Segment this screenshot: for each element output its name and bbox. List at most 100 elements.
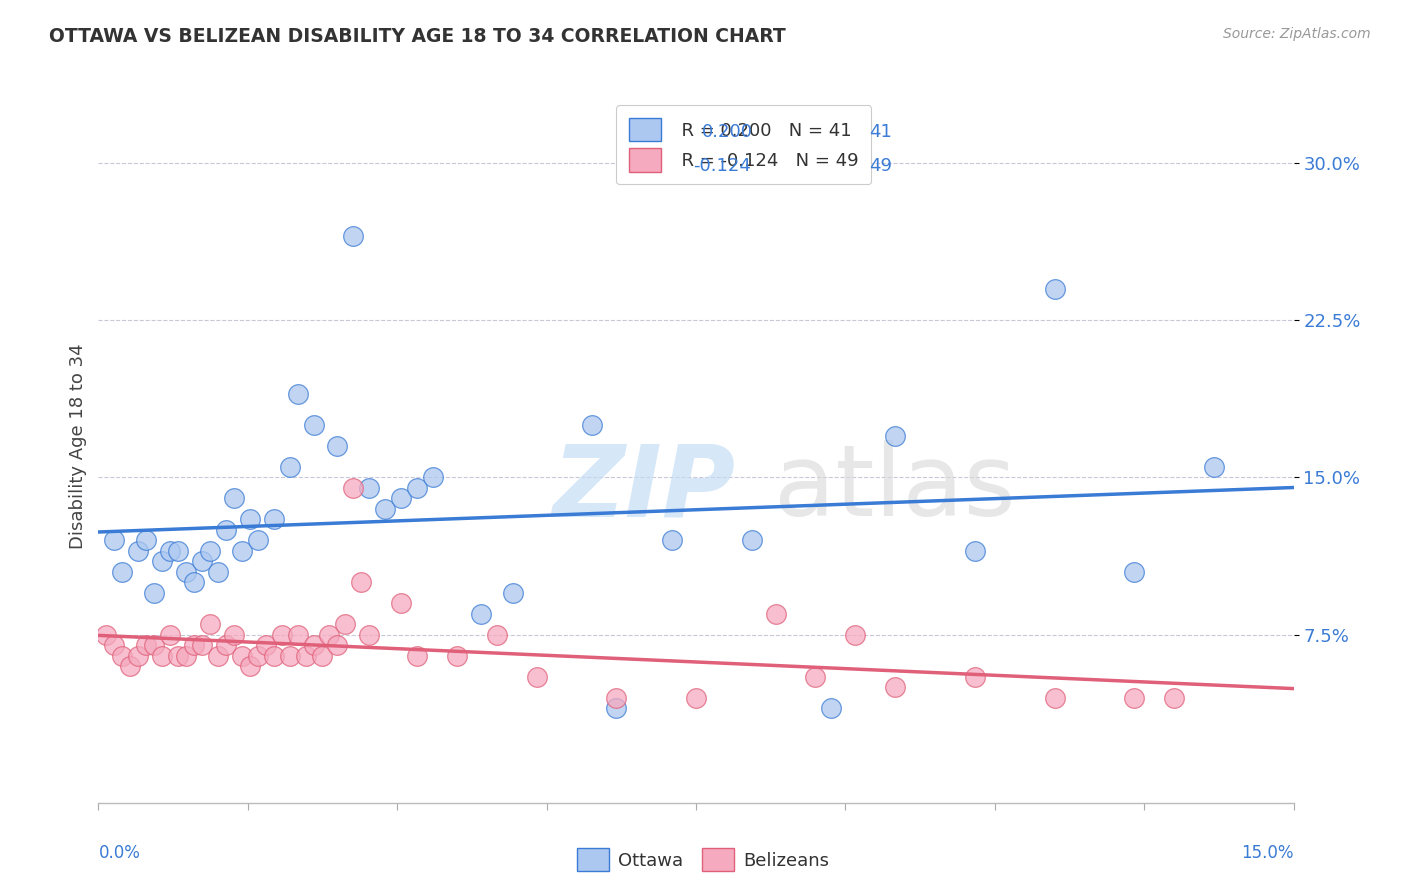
Point: [143, 586, 166, 600]
Point: [406, 481, 429, 495]
Point: [167, 544, 190, 558]
Point: [359, 481, 381, 495]
Text: atlas: atlas: [773, 441, 1015, 537]
Point: [1043, 282, 1066, 296]
Point: [96, 628, 118, 642]
Point: [406, 648, 429, 663]
Point: [389, 596, 412, 610]
Point: [222, 628, 245, 642]
Point: [470, 607, 492, 621]
Point: [174, 565, 197, 579]
Point: [239, 659, 262, 673]
Point: [207, 565, 229, 579]
Point: [191, 639, 214, 653]
Point: [198, 544, 221, 558]
Y-axis label: Disability Age 18 to 34: Disability Age 18 to 34: [69, 343, 87, 549]
Point: [326, 639, 349, 653]
Point: [183, 639, 205, 653]
Point: [359, 628, 381, 642]
Point: [159, 544, 181, 558]
Point: [685, 690, 707, 705]
Point: [741, 533, 763, 548]
Text: 0.200: 0.200: [702, 123, 754, 141]
Point: [278, 648, 301, 663]
Point: [302, 639, 325, 653]
Point: [263, 512, 285, 526]
Legend:   R = 0.200   N = 41,   R = -0.124   N = 49: R = 0.200 N = 41, R = -0.124 N = 49: [616, 105, 872, 185]
Point: [135, 533, 157, 548]
Point: [326, 439, 349, 453]
Point: [231, 544, 253, 558]
Point: [222, 491, 245, 506]
Point: [884, 681, 907, 695]
Point: [150, 648, 173, 663]
Point: [605, 690, 627, 705]
Point: [844, 628, 866, 642]
Point: [215, 523, 238, 537]
Text: 0.0%: 0.0%: [98, 845, 141, 863]
Point: [485, 628, 508, 642]
Point: [135, 639, 157, 653]
Point: [103, 533, 125, 548]
Text: OTTAWA VS BELIZEAN DISABILITY AGE 18 TO 34 CORRELATION CHART: OTTAWA VS BELIZEAN DISABILITY AGE 18 TO …: [49, 27, 786, 45]
Point: [1202, 460, 1225, 475]
Point: [159, 628, 181, 642]
Point: [765, 607, 787, 621]
Point: [198, 617, 221, 632]
Text: 41: 41: [869, 123, 893, 141]
Point: [526, 670, 548, 684]
Point: [287, 628, 309, 642]
Point: [1043, 690, 1066, 705]
Point: [804, 670, 827, 684]
Point: [103, 639, 125, 653]
Point: [143, 639, 166, 653]
Text: 49: 49: [869, 157, 893, 175]
Point: [350, 575, 373, 590]
Point: [120, 659, 142, 673]
Point: [111, 648, 134, 663]
Point: [342, 229, 364, 244]
Point: [389, 491, 412, 506]
Point: [270, 628, 292, 642]
Point: [446, 648, 468, 663]
Point: [150, 554, 173, 568]
Point: [174, 648, 197, 663]
Point: [342, 481, 364, 495]
Point: [127, 544, 149, 558]
Point: [1163, 690, 1185, 705]
Point: [502, 586, 524, 600]
Point: [287, 386, 309, 401]
Point: [311, 648, 333, 663]
Point: [422, 470, 444, 484]
Point: [1123, 565, 1146, 579]
Text: Source: ZipAtlas.com: Source: ZipAtlas.com: [1223, 27, 1371, 41]
Point: [318, 628, 340, 642]
Point: [207, 648, 229, 663]
Point: [963, 544, 986, 558]
Point: [254, 639, 277, 653]
Point: [215, 639, 238, 653]
Point: [231, 648, 253, 663]
Point: [167, 648, 190, 663]
Point: [127, 648, 149, 663]
Point: [335, 617, 357, 632]
Point: [820, 701, 842, 715]
Text: -0.124: -0.124: [693, 157, 751, 175]
Point: [581, 417, 603, 432]
Point: [246, 533, 269, 548]
Point: [111, 565, 134, 579]
Legend: Ottawa, Belizeans: Ottawa, Belizeans: [569, 841, 837, 879]
Point: [1123, 690, 1146, 705]
Point: [294, 648, 316, 663]
Point: [239, 512, 262, 526]
Point: [183, 575, 205, 590]
Point: [191, 554, 214, 568]
Point: [374, 502, 396, 516]
Point: [278, 460, 301, 475]
Point: [263, 648, 285, 663]
Point: [884, 428, 907, 442]
Point: [302, 417, 325, 432]
Text: 15.0%: 15.0%: [1241, 845, 1294, 863]
Point: [246, 648, 269, 663]
Point: [605, 701, 627, 715]
